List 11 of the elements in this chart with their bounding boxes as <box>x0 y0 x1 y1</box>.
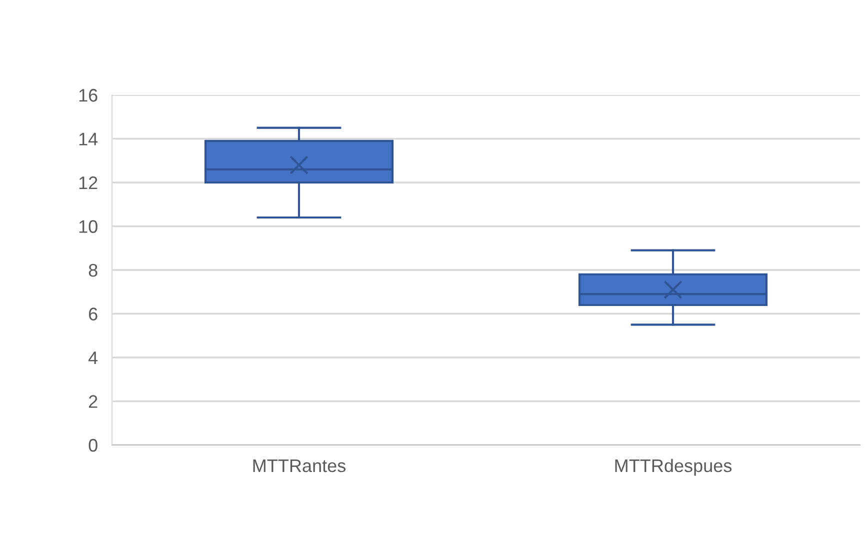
x-tick-label: MTTRdespues <box>615 458 732 476</box>
y-tick-label: 4 <box>88 352 98 364</box>
y-tick-label: 0 <box>88 438 98 452</box>
x-tick-label: MTTRantes <box>253 460 346 472</box>
y-tick-label: 2 <box>88 395 98 408</box>
y-tick-label: 10 <box>79 220 98 233</box>
y-tick-label: 6 <box>88 308 98 320</box>
y-tick-label: 12 <box>79 176 98 190</box>
y-tick-label: 14 <box>79 132 98 146</box>
y-tick-label: 16 <box>79 88 98 102</box>
y-tick-label: 8 <box>88 264 98 277</box>
